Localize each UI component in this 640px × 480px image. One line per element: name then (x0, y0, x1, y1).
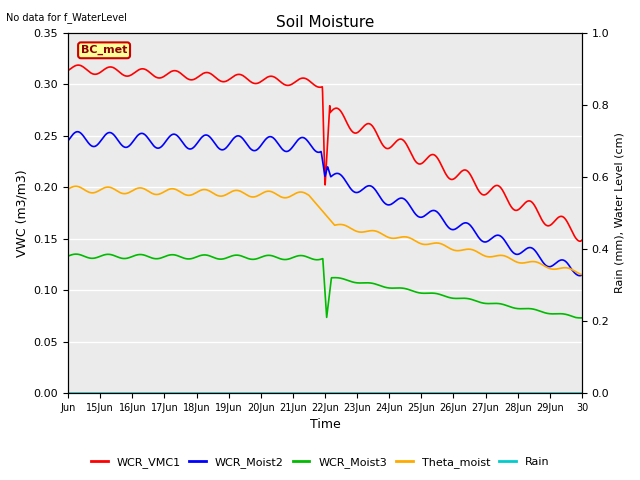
Title: Soil Moisture: Soil Moisture (276, 15, 374, 30)
X-axis label: Time: Time (310, 419, 340, 432)
Y-axis label: VWC (m3/m3): VWC (m3/m3) (15, 169, 28, 257)
Y-axis label: Rain (mm), Water Level (cm): Rain (mm), Water Level (cm) (615, 132, 625, 293)
Text: No data for f_WaterLevel: No data for f_WaterLevel (6, 12, 127, 23)
Text: BC_met: BC_met (81, 45, 127, 56)
Legend: WCR_VMC1, WCR_Moist2, WCR_Moist3, Theta_moist, Rain: WCR_VMC1, WCR_Moist2, WCR_Moist3, Theta_… (86, 452, 554, 472)
